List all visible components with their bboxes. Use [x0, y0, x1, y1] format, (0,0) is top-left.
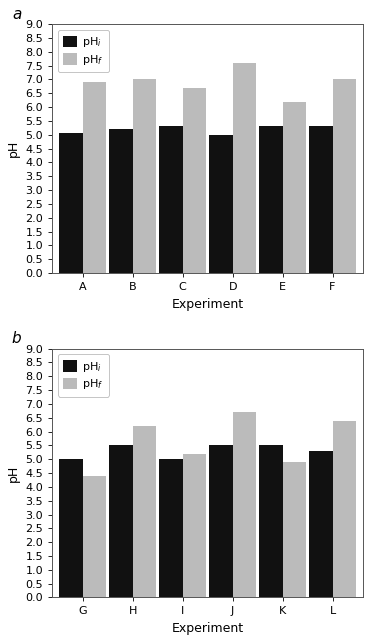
- Bar: [209, 135, 233, 273]
- Bar: [309, 451, 333, 598]
- Legend: pH$_i$, pH$_f$: pH$_i$, pH$_f$: [58, 30, 109, 72]
- Bar: [283, 101, 306, 273]
- Bar: [259, 446, 283, 598]
- X-axis label: Experiment: Experiment: [172, 298, 244, 311]
- Bar: [133, 426, 156, 598]
- Y-axis label: pH: pH: [7, 140, 20, 157]
- Bar: [233, 412, 256, 598]
- Bar: [83, 476, 106, 598]
- Text: a: a: [12, 6, 21, 22]
- Bar: [333, 421, 356, 598]
- Bar: [110, 446, 133, 598]
- Text: b: b: [12, 331, 21, 346]
- Bar: [83, 82, 106, 273]
- Bar: [183, 454, 206, 598]
- Bar: [183, 88, 206, 273]
- Bar: [233, 63, 256, 273]
- X-axis label: Experiment: Experiment: [172, 622, 244, 635]
- Bar: [60, 134, 83, 273]
- Y-axis label: pH: pH: [7, 464, 20, 482]
- Bar: [259, 126, 283, 273]
- Bar: [209, 446, 233, 598]
- Bar: [159, 459, 183, 598]
- Bar: [110, 129, 133, 273]
- Bar: [333, 80, 356, 273]
- Bar: [60, 459, 83, 598]
- Bar: [283, 462, 306, 598]
- Legend: pH$_i$, pH$_f$: pH$_i$, pH$_f$: [58, 354, 109, 397]
- Bar: [159, 126, 183, 273]
- Bar: [309, 126, 333, 273]
- Bar: [133, 80, 156, 273]
